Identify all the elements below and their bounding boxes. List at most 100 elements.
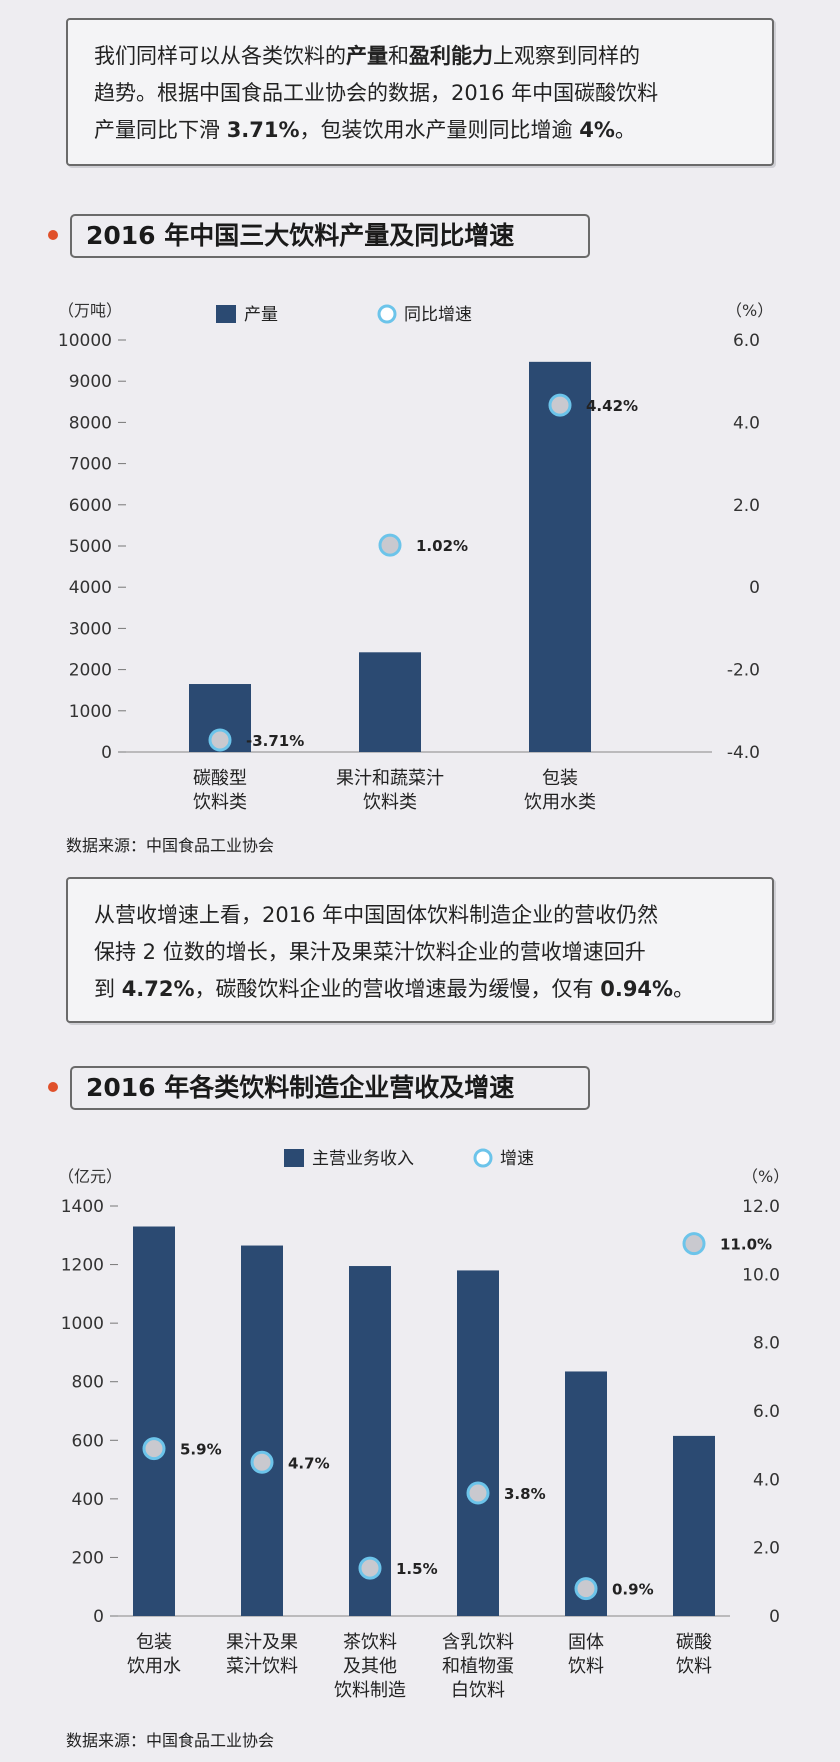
category-label: 饮料类 [363,792,417,813]
left-axis-unit: （万吨） [58,301,122,320]
category-label: 饮料 [568,1656,604,1677]
text-fragment: 产量同比下滑 [94,118,227,142]
growth-dot [208,728,232,752]
right-tick-label: 2.0 [733,496,760,516]
growth-dot [548,393,572,417]
left-tick-label: 1200 [61,1256,104,1276]
legend-dot-label: 增速 [500,1149,534,1169]
left-tick-label: 1400 [61,1197,104,1217]
bold-text: 产量 [346,44,388,68]
bar [457,1270,499,1616]
category-label: 饮料类 [193,792,247,813]
bar [359,652,421,752]
bar [565,1371,607,1616]
left-tick-label: 2000 [69,661,112,681]
text-fragment: ，包装饮用水产量则同比增逾 [299,118,580,142]
left-tick-label: 800 [72,1373,104,1393]
left-tick-label: 1000 [69,702,112,722]
category-label: 果汁和蔬菜汁 [336,768,444,789]
category-label: 包装 [542,768,578,789]
right-tick-label: -4.0 [727,743,760,763]
category-label: 包装 [136,1632,172,1653]
right-tick-label: 6.0 [733,331,760,351]
right-tick-label: 4.0 [733,413,760,433]
intro-paragraph-box: 我们同样可以从各类饮料的产量和盈利能力上观察到同样的 趋势。根据中国食品工业协会… [66,18,774,166]
text-fragment: 。 [673,977,695,1001]
left-tick-label: 200 [72,1548,104,1568]
left-tick-label: 0 [101,743,112,763]
legend-dot-swatch [473,1148,493,1168]
left-tick-label: 9000 [69,372,112,392]
growth-label: 5.9% [180,1441,222,1459]
intro-line-2: 趋势。根据中国食品工业协会的数据，2016 年中国碳酸饮料 [94,81,659,105]
bold-text: 3.71% [226,118,300,142]
text-fragment: ，碳酸饮料企业的营收增速最为缓慢，仅有 [194,977,601,1001]
text-fragment: 我们同样可以从各类饮料的 [94,44,346,68]
category-label: 饮用水 [127,1656,181,1677]
legend-dot-swatch [377,304,397,324]
right-tick-label: 4.0 [753,1470,780,1490]
title-bullet-icon [48,230,58,240]
category-label: 饮料 [676,1656,712,1677]
bar [241,1245,283,1616]
bold-text: 0.94% [600,977,674,1001]
left-tick-label: 5000 [69,537,112,557]
growth-label: 1.02% [416,537,468,555]
legend-bar-swatch [284,1149,304,1167]
left-tick-label: 400 [72,1490,104,1510]
right-tick-label: 2.0 [753,1539,780,1559]
growth-label: 1.5% [396,1560,438,1578]
category-label: 碳酸 [676,1632,712,1653]
right-tick-label: 0 [769,1607,780,1627]
left-axis-unit: （亿元） [58,1167,122,1186]
intro-line-1: 我们同样可以从各类饮料的产量和盈利能力上观察到同样的 [94,38,772,75]
right-tick-label: 8.0 [753,1334,780,1354]
growth-label: 0.9% [612,1581,654,1599]
revenue-paragraph-box: 从营收增速上看，2016 年中国固体饮料制造企业的营收仍然 保持 2 位数的增长… [66,877,774,1023]
growth-dot [250,1450,274,1474]
growth-label: -3.71% [246,732,304,750]
bold-text: 4% [579,118,615,142]
category-label: 饮料制造 [334,1680,406,1701]
growth-label: 4.7% [288,1454,330,1472]
growth-dot [142,1437,166,1461]
chart2-title: 2016 年各类饮料制造企业营收及增速 [70,1066,590,1110]
right-tick-label: -2.0 [727,661,760,681]
growth-dot [574,1577,598,1601]
revenue-line-1: 从营收增速上看，2016 年中国固体饮料制造企业的营收仍然 [94,903,659,927]
bar [529,361,591,752]
revenue-line-2: 保持 2 位数的增长，果汁及果菜汁饮料企业的营收增速回升 [94,940,646,964]
chart1-source: 数据来源：中国食品工业协会 [66,836,275,855]
left-tick-label: 6000 [69,496,112,516]
category-label: 茶饮料 [343,1632,397,1653]
growth-dot [378,533,402,557]
bar [133,1226,175,1616]
growth-dot [358,1556,382,1580]
category-label: 固体 [568,1632,604,1653]
category-label: 饮用水类 [524,792,596,813]
left-tick-label: 8000 [69,413,112,433]
legend-dot-label: 同比增速 [404,305,472,325]
left-tick-label: 4000 [69,578,112,598]
revenue-line-3: 到 4.72%，碳酸饮料企业的营收增速最为缓慢，仅有 0.94%。 [94,971,772,1008]
category-label: 和植物蛋 [442,1656,514,1677]
right-tick-label: 0 [749,578,760,598]
right-axis-unit: （%） [742,1167,789,1186]
category-label: 果汁及果 [226,1632,298,1653]
left-tick-label: 7000 [69,455,112,475]
growth-label: 3.8% [504,1485,546,1503]
growth-dot [466,1481,490,1505]
category-label: 白饮料 [451,1680,505,1701]
chart2-source: 数据来源：中国食品工业协会 [66,1731,275,1750]
text-fragment: 到 [94,977,122,1001]
left-tick-label: 3000 [69,619,112,639]
legend-bar-swatch [216,305,236,323]
title-bullet-icon [48,1082,58,1092]
right-tick-label: 6.0 [753,1402,780,1422]
growth-label: 11.0% [720,1236,772,1254]
bold-text: 盈利能力 [409,44,493,68]
bold-text: 4.72% [121,977,195,1001]
text-fragment: 。 [614,118,636,142]
intro-line-3: 产量同比下滑 3.71%，包装饮用水产量则同比增逾 4%。 [94,112,772,149]
left-tick-label: 0 [93,1607,104,1627]
